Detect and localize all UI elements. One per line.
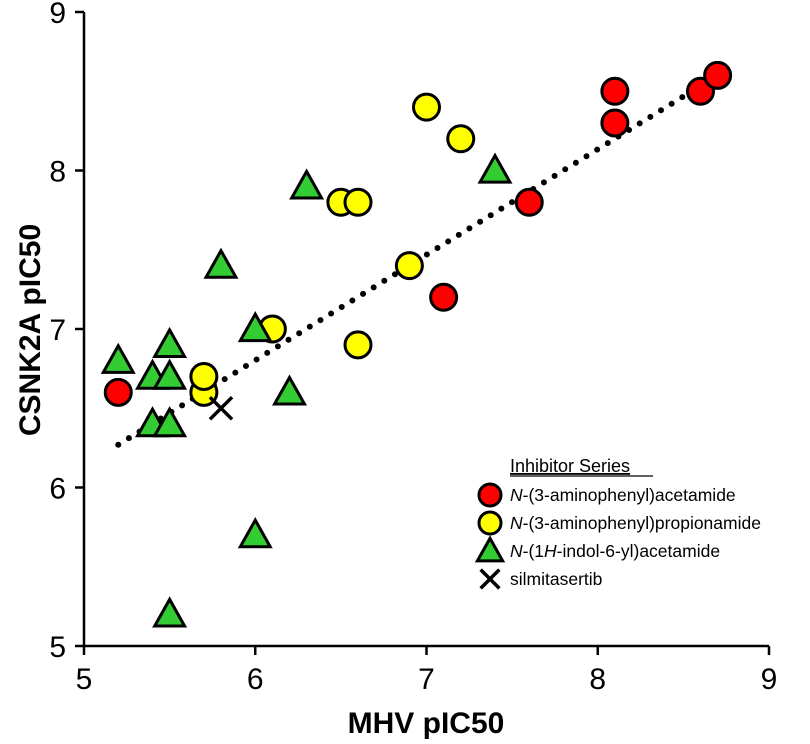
point-triangle-2 [271, 374, 308, 406]
tick-labels: 5 6 7 8 9 5 6 7 8 9 [49, 0, 777, 696]
x-tick-label: 5 [76, 663, 93, 696]
data-points [100, 60, 733, 628]
point-circle-1 [343, 187, 373, 217]
point-circle-0 [600, 76, 630, 106]
point-circle-1 [394, 251, 424, 281]
point-triangle-2 [100, 342, 136, 374]
legend: Inhibitor Series N-(3-aminophenyl)acetam… [474, 456, 761, 590]
legend-items: N-(3-aminophenyl)acetamide N-(3-aminophen… [474, 482, 761, 590]
point-circle-0 [600, 108, 630, 138]
point-circle-0 [514, 187, 544, 217]
legend-title: Inhibitor Series [510, 456, 630, 476]
point-circle-0 [103, 377, 133, 407]
point-triangle-2 [152, 326, 188, 359]
legend-label-0: N-(3-aminophenyl)acetamide [510, 485, 736, 505]
y-tick-label: 9 [49, 0, 66, 30]
point-x-3 [208, 395, 234, 421]
point-triangle-2 [152, 406, 188, 438]
x-tick-label: 8 [589, 663, 606, 696]
point-triangle-2 [203, 247, 239, 279]
x-tick-label: 9 [761, 663, 778, 696]
y-tick-label: 5 [49, 631, 66, 664]
legend-marker-2 [474, 535, 506, 563]
point-triangle-2 [477, 152, 513, 184]
legend-marker-3 [479, 568, 501, 590]
point-circle-1 [343, 330, 373, 360]
legend-label-3: silmitasertib [510, 569, 602, 589]
x-tick-label: 6 [247, 663, 264, 696]
point-triangle-2 [237, 517, 273, 549]
legend-label-2: N-(1H-indol-6-yl)acetamide [510, 541, 720, 561]
point-circle-0 [703, 60, 733, 90]
point-circle-1 [412, 92, 441, 122]
legend-label-1: N-(3-aminophenyl)propionamide [510, 513, 761, 533]
y-axis-title: CSNK2A pIC50 [14, 224, 47, 436]
point-triangle-2 [152, 358, 188, 390]
legend-marker-1 [477, 510, 503, 536]
x-tick-label: 7 [418, 663, 435, 696]
y-tick-label: 8 [49, 156, 66, 189]
y-tick-label: 7 [49, 314, 66, 347]
point-circle-1 [189, 362, 219, 392]
point-triangle-2 [152, 596, 188, 628]
x-axis-title: MHV pIC50 [348, 707, 505, 740]
point-circle-1 [446, 124, 476, 154]
point-triangle-2 [289, 168, 325, 200]
y-tick-label: 6 [49, 473, 66, 506]
point-circle-0 [429, 282, 459, 312]
point-triangle-2 [237, 310, 273, 343]
axes [75, 10, 771, 655]
legend-marker-0 [477, 482, 503, 508]
